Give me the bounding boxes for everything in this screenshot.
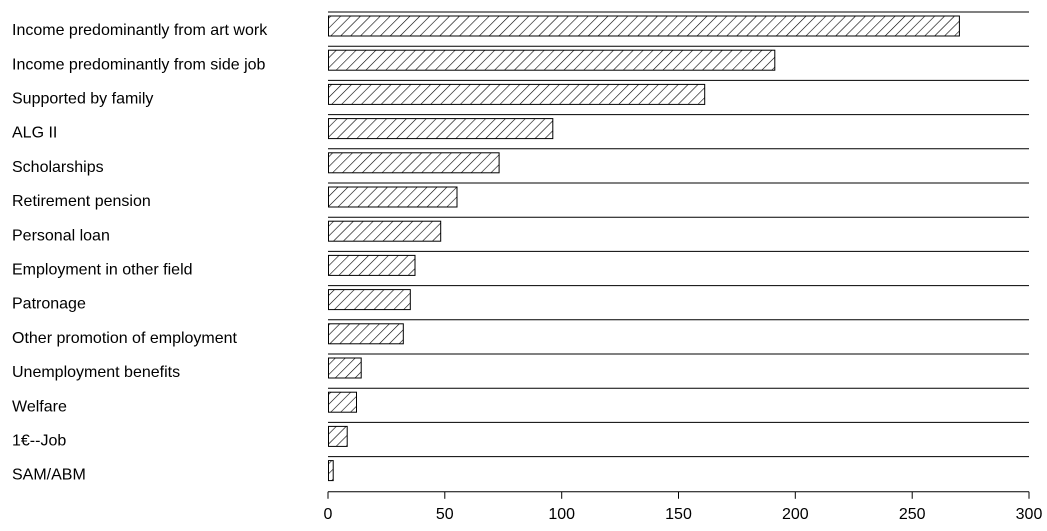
bar — [328, 83, 706, 105]
x-tick-label: 300 — [1016, 506, 1043, 523]
bar — [328, 49, 776, 71]
bars-group — [328, 15, 960, 482]
category-label: Personal loan — [12, 227, 110, 244]
category-label: ALG II — [12, 125, 57, 142]
category-label: Income predominantly from side job — [12, 56, 266, 73]
x-tick-label: 50 — [436, 506, 454, 523]
x-axis: 0 50 100 150 200 250 300 — [324, 491, 1043, 523]
x-tick-label: 100 — [548, 506, 575, 523]
bar — [328, 152, 500, 174]
category-labels: Income predominantly from art work Income… — [12, 22, 268, 484]
bar — [328, 254, 416, 276]
category-label: Welfare — [12, 398, 67, 415]
x-tick-label: 200 — [782, 506, 809, 523]
bar — [328, 425, 348, 447]
category-label: Retirement pension — [12, 193, 151, 210]
category-label: Other promotion of employment — [12, 330, 238, 347]
category-label: Scholarships — [12, 159, 104, 176]
bar — [328, 460, 334, 482]
x-tick-label: 250 — [899, 506, 926, 523]
category-label: SAM/ABM — [12, 467, 86, 484]
bar — [328, 391, 357, 413]
bar — [328, 186, 458, 208]
row-separators — [328, 11, 1029, 458]
category-label: Employment in other field — [12, 262, 193, 279]
category-label: Income predominantly from art work — [12, 22, 268, 39]
bar — [328, 220, 442, 242]
bar — [328, 118, 554, 140]
category-label: Supported by family — [12, 91, 153, 108]
bar — [328, 357, 362, 379]
bar — [328, 323, 404, 345]
category-label: Patronage — [12, 296, 86, 313]
x-tick-label: 150 — [665, 506, 692, 523]
bar — [328, 289, 411, 311]
category-label: Unemployment benefits — [12, 364, 180, 381]
category-label: 1€--Job — [12, 433, 66, 450]
bar — [328, 15, 960, 37]
x-tick-label: 0 — [324, 506, 333, 523]
